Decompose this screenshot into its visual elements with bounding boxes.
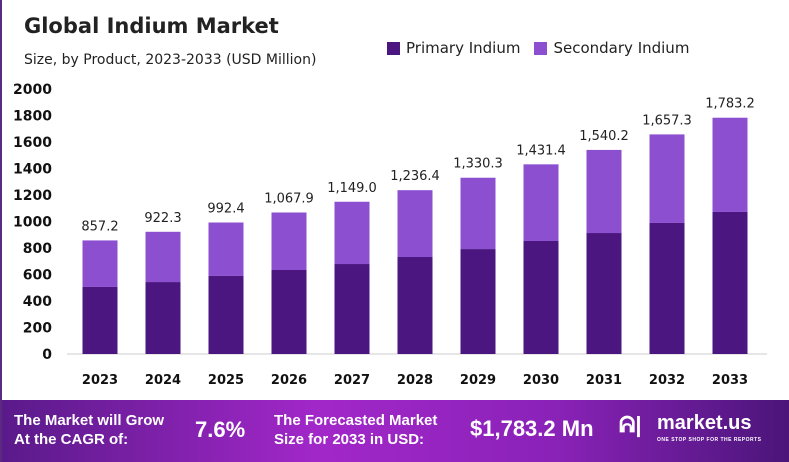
bar-primary	[82, 286, 118, 354]
forecast-text: The Forecasted Market Size for 2033 in US…	[274, 411, 437, 449]
bar-primary	[271, 269, 307, 354]
forecast-text-line1: The Forecasted Market	[274, 412, 438, 429]
y-tick-label: 2000	[13, 82, 52, 98]
data-label: 1,236.4	[390, 169, 440, 184]
y-tick-label: 1000	[13, 215, 52, 231]
bar-secondary	[208, 222, 244, 276]
cagr-text-line2: At the CAGR of:	[14, 431, 129, 448]
legend-item-primary: Primary Indium	[387, 39, 520, 57]
bar-primary	[523, 240, 559, 354]
forecast-text-line2: Size for 2033 in USD:	[274, 431, 425, 448]
bar-secondary	[523, 164, 559, 241]
x-tick-label: 2026	[271, 373, 307, 388]
y-tick-label: 800	[23, 241, 52, 257]
bar-secondary	[82, 240, 118, 287]
cagr-text-line1: The Market will Grow	[14, 412, 165, 429]
data-label: 922.3	[144, 211, 181, 226]
brand-name: market.us	[657, 412, 752, 434]
y-tick-label: 200	[23, 321, 52, 337]
legend: Primary Indium Secondary Indium	[387, 39, 689, 57]
bar-primary	[460, 249, 496, 354]
bar-secondary	[712, 117, 748, 212]
legend-swatch	[534, 41, 548, 55]
legend-label: Secondary Indium	[553, 39, 690, 57]
data-label: 1,540.2	[579, 129, 629, 144]
data-label: 1,431.4	[516, 143, 566, 158]
y-tick-label: 0	[42, 347, 52, 363]
forecast-value: $1,783.2 Mn	[470, 416, 594, 441]
x-tick-label: 2032	[649, 373, 685, 388]
bar-secondary	[145, 231, 181, 283]
data-label: 1,149.0	[327, 181, 377, 196]
x-tick-label: 2033	[712, 373, 748, 388]
y-tick-label: 1400	[13, 162, 52, 178]
y-tick-label: 1200	[13, 188, 52, 204]
bar-primary	[334, 264, 370, 354]
bar-primary	[145, 282, 181, 354]
y-tick-label: 1600	[13, 135, 52, 151]
bar-primary	[712, 211, 748, 354]
bar-secondary	[460, 177, 496, 250]
bar-secondary	[649, 134, 685, 223]
bar-secondary	[586, 149, 622, 234]
legend-label: Primary Indium	[406, 39, 521, 57]
data-label: 1,330.3	[453, 157, 503, 172]
data-label: 1,067.9	[264, 192, 314, 207]
brand-tagline: ONE STOP SHOP FOR THE REPORTS	[657, 437, 762, 443]
data-label: 857.2	[81, 219, 118, 234]
x-tick-label: 2030	[523, 373, 559, 388]
bar-secondary	[271, 212, 307, 270]
summary-banner: The Market will Grow At the CAGR of: 7.6%…	[2, 400, 789, 462]
x-tick-label: 2028	[397, 373, 433, 388]
data-label: 992.4	[207, 202, 244, 217]
y-tick-label: 600	[23, 268, 52, 284]
x-tick-label: 2029	[460, 373, 496, 388]
bar-primary	[208, 275, 244, 354]
legend-item-secondary: Secondary Indium	[534, 39, 689, 57]
chart-subtitle: Size, by Product, 2023-2033 (USD Million…	[24, 52, 317, 68]
x-tick-label: 2024	[145, 373, 181, 388]
y-tick-label: 1800	[13, 109, 52, 125]
brand-logo-icon: ᕱ|	[619, 412, 642, 437]
legend-swatch	[387, 41, 400, 55]
bar-primary	[397, 257, 433, 354]
chart-title: Global Indium Market	[24, 14, 279, 38]
bar-primary	[649, 222, 685, 354]
plot-area: 0 200 400 600 800 1000 1200 1400 1600 1800 2000 857…	[13, 82, 767, 388]
bar-secondary	[334, 201, 370, 265]
x-tick-label: 2025	[208, 373, 244, 388]
cagr-text: The Market will Grow At the CAGR of:	[14, 411, 164, 449]
bar-primary	[586, 233, 622, 354]
data-label: 1,783.2	[705, 97, 755, 112]
x-tick-label: 2027	[334, 373, 370, 388]
x-tick-label: 2023	[82, 373, 118, 388]
x-tick-label: 2031	[586, 373, 622, 388]
cagr-value: 7.6%	[195, 417, 246, 442]
data-label: 1,657.3	[642, 113, 692, 128]
y-tick-label: 400	[23, 294, 52, 310]
bar-secondary	[397, 190, 433, 258]
